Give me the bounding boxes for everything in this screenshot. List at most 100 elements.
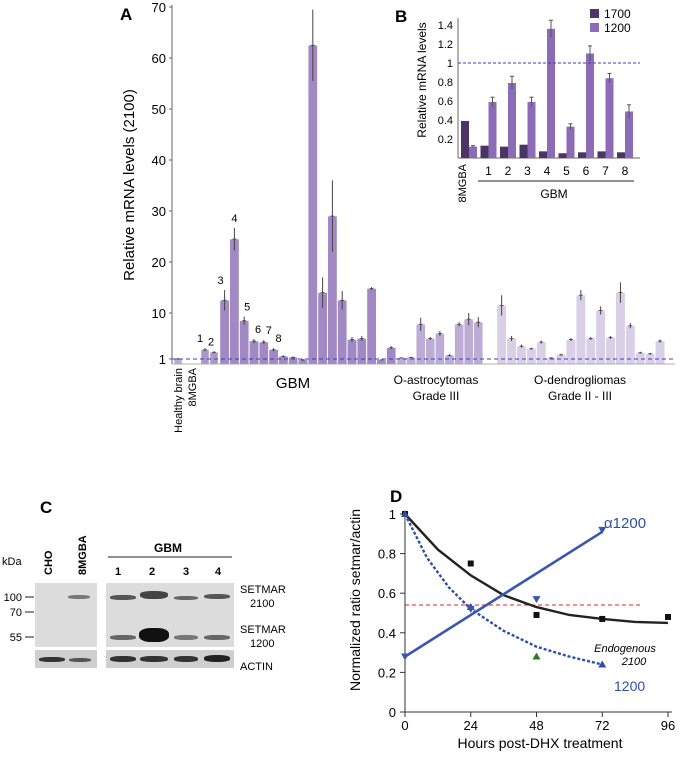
panel-b-bar-1700-5 — [558, 153, 567, 158]
panel-d-xtick-0: 0 — [401, 718, 408, 733]
marker-55: 55 — [10, 632, 22, 644]
panel-b-ytick-0: 0.2 — [438, 134, 453, 146]
band-gbm3-2100 — [174, 596, 198, 600]
panel-a-bars — [173, 9, 665, 365]
panel-b-category-3: 3 — [524, 164, 531, 178]
panel-d-ytick-3: 0.6 — [378, 586, 396, 601]
panel-a-bar-odendro-1 — [506, 338, 517, 365]
panel-a-ytick-6: 60 — [152, 51, 166, 66]
panel-a-bar-gbm-13 — [347, 339, 357, 365]
panel-d-ytick-5: 1 — [389, 507, 396, 522]
panel-a-sample-number-4: 4 — [231, 213, 237, 225]
blot-left-actin — [35, 650, 97, 668]
panel-a-ytick-2: 20 — [152, 255, 166, 270]
panel-b-category-4: 4 — [544, 164, 551, 178]
panel-d-ticks: 0 24 48 72 96 0 0.2 0.4 0.6 0.8 1 — [378, 507, 675, 733]
blot-right-actin — [106, 650, 234, 668]
band-8mgba-2100 — [68, 595, 90, 599]
panel-d-xtick-4: 96 — [661, 718, 675, 733]
panel-a-sample-number-8: 8 — [276, 333, 282, 345]
label-1200: 1200 — [614, 678, 645, 694]
panel-a-sample-number-5: 5 — [244, 302, 250, 314]
panel-b-bar-1200-2 — [508, 82, 516, 158]
panel-b-bar-1200-6 — [586, 53, 594, 158]
panel-a-ytick-0: 1 — [159, 352, 166, 367]
panel-d-xtick-2: 48 — [529, 718, 543, 733]
panel-a-bar-oastro-8 — [473, 321, 483, 365]
panel-c-gbm-label: GBM — [154, 541, 182, 555]
lane-gbm-3: 3 — [183, 566, 189, 578]
panel-b-label: B — [395, 7, 407, 26]
panel-b-gbm-label: GBM — [540, 187, 567, 201]
panel-a-sample-number-7: 7 — [266, 325, 272, 337]
panel-a-bar-gbm-15 — [366, 288, 377, 365]
panel-b-yticks: 0.2 0.4 0.6 0.8 1 1.2 1.4 — [438, 20, 453, 146]
band-gbm2-1200 — [139, 628, 169, 642]
panel-d-point-1200-3 — [598, 660, 607, 668]
panel-a-bar-gbm-1 — [229, 238, 240, 365]
panel-b-bars — [461, 19, 633, 158]
band-gbm1-actin — [110, 656, 136, 662]
panel-b-ytick-5: 1.2 — [438, 39, 453, 51]
panel-b-bar-1700-8 — [617, 152, 625, 158]
panel-a-bar-odendro-7 — [566, 339, 576, 365]
panel-b-bar-1200-4 — [547, 28, 555, 158]
panel-a-bar-gbm-2 — [239, 320, 250, 365]
band-setmar2100-sub: 2100 — [250, 598, 274, 610]
panel-a-bar-odendro-14 — [635, 352, 646, 365]
panel-a-bar-odendro-10 — [595, 310, 606, 365]
panel-a-ytick-1: 10 — [152, 306, 166, 321]
panel-b-bar-1200-1 — [488, 101, 497, 158]
panel-a-bar-oastro-7 — [464, 318, 474, 365]
panel-b-category-7: 7 — [602, 164, 609, 178]
panel-a-sample-number-2: 2 — [208, 336, 214, 348]
legend-1200-swatch — [590, 23, 599, 32]
label-o-astro-grade: Grade III — [413, 389, 460, 403]
panel-b-category-6: 6 — [583, 164, 590, 178]
panel-a-yticks: 1 10 20 30 40 50 60 70 — [152, 0, 172, 367]
panel-a-bar-odendro-4 — [536, 341, 547, 365]
panel-d-xtick-3: 72 — [595, 718, 609, 733]
panel-d-point-alpha1200-0 — [401, 653, 409, 661]
band-cho-actin — [39, 657, 65, 662]
panel-b-ytick-1: 0.4 — [438, 115, 453, 127]
panel-a-bar-odendro-8 — [576, 294, 586, 365]
panel-d-ylabel: Normalized ratio setmar/actin — [347, 509, 363, 691]
panel-d-lines — [403, 513, 669, 666]
panel-a-bar-gbm-4 — [259, 341, 269, 365]
band-gbm2-2100 — [140, 591, 168, 599]
panel-a-sample-number-3: 3 — [218, 275, 224, 287]
panel-b-category-2: 2 — [505, 164, 512, 178]
band-gbm3-1200 — [174, 635, 198, 640]
panel-d-points — [401, 510, 671, 668]
panel-d-line-0 — [404, 513, 669, 625]
panel-a-bar-gbm-3 — [249, 340, 259, 365]
panel-a-ytick-7: 70 — [152, 0, 166, 15]
label-alpha1200: α1200 — [604, 515, 646, 532]
marker-100: 100 — [4, 592, 22, 604]
blot-right-setmar — [106, 583, 234, 647]
panel-a-bar-odendro-13 — [625, 325, 636, 365]
panel-b-bar-1700-2 — [500, 146, 508, 158]
panel-a-sample-numbers: 1 2 3 4 56 78 — [197, 213, 282, 348]
panel-d-line-1 — [403, 513, 603, 666]
panel-a-bar-gbm-14 — [357, 338, 367, 365]
panel-d-point-endog-4 — [665, 613, 671, 620]
legend-1700-swatch — [590, 9, 599, 18]
panel-b-bar-1200-3 — [527, 101, 536, 158]
band-gbm4-2100 — [204, 594, 230, 599]
panel-d-point-1200-2 — [532, 652, 541, 660]
panel-a-bar-mgba-0 — [200, 349, 210, 365]
panel-b-ytick-6: 1.4 — [438, 20, 453, 32]
lane-cho: CHO — [43, 550, 55, 575]
band-gbm4-1200 — [204, 635, 230, 640]
label-endogenous: Endogenous — [594, 643, 656, 655]
panel-d-ytick-0: 0 — [389, 705, 396, 720]
panel-a-bar-odendro-2 — [516, 345, 527, 365]
panel-d-point-alpha1200-1 — [466, 606, 475, 614]
panel-c-label: C — [40, 498, 52, 517]
panel-a-bar-odendro-3 — [526, 348, 537, 365]
panel-a-bar-gbm-6 — [278, 356, 289, 365]
panel-a-bar-oastro-1 — [406, 357, 416, 365]
